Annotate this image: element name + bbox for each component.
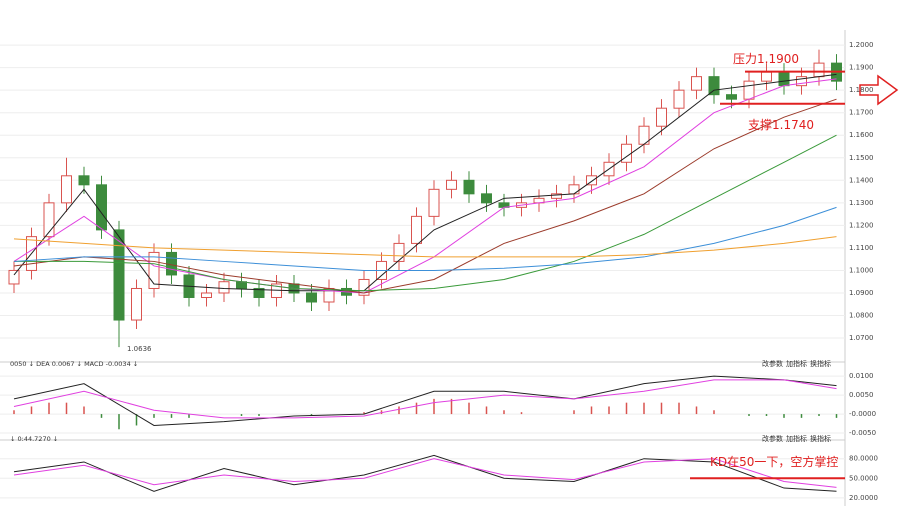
candle-body [796, 76, 807, 87]
candle-body [96, 184, 107, 231]
candle-body [8, 269, 20, 285]
direction-arrow [859, 74, 899, 106]
candle-body [586, 175, 597, 186]
y-tick-label: 1.1300 [849, 199, 874, 207]
candle-body [463, 179, 475, 195]
y-tick-label: 1.1400 [849, 176, 874, 184]
panel-header: 0050 ↓ DEA 0.0067 ↓ MACD -0.0034 ↓ [10, 360, 138, 368]
candle-body [358, 278, 370, 296]
toolbar-button[interactable]: 加指标 [786, 434, 807, 443]
candle-body [778, 71, 790, 87]
y-tick-label: 1.2000 [849, 41, 874, 49]
y-tick-label: 1.1900 [849, 64, 874, 72]
y-tick-label: 0.0050 [849, 391, 874, 399]
candle-body [691, 76, 702, 91]
candle-body [113, 229, 125, 321]
candle-body [568, 184, 580, 195]
candle-body [673, 89, 685, 109]
toolbar-button[interactable]: 改参数 [762, 434, 783, 443]
candle-body [78, 175, 90, 186]
y-tick-label: 1.1700 [849, 109, 874, 117]
candle-body [656, 107, 667, 127]
candle-body [446, 179, 457, 190]
y-tick-label: 1.0800 [849, 312, 874, 320]
indicator-line [13, 73, 837, 292]
candle-body [743, 80, 755, 100]
candle-body [306, 292, 317, 303]
level-label: 支撑1.1740 [748, 117, 814, 132]
level-label: KD在50一下，空方掌控 [710, 454, 838, 469]
y-tick-label: 1.1000 [849, 266, 874, 274]
y-tick-label: 80.0000 [849, 455, 878, 463]
candle-body [726, 94, 737, 100]
y-tick-label: -0.0050 [849, 429, 876, 437]
indicator-line [13, 98, 837, 294]
candle-body [148, 251, 160, 289]
candle-body [481, 193, 492, 204]
y-tick-label: 50.0000 [849, 474, 878, 482]
y-tick-label: -0.0000 [849, 410, 876, 418]
y-tick-label: 20.0000 [849, 494, 878, 502]
indicator-line [13, 458, 837, 488]
candle-body [761, 71, 772, 82]
candle-body [393, 242, 405, 262]
low-label: 1.0636 [127, 345, 152, 353]
candle-body [708, 76, 720, 96]
candle-body [253, 287, 265, 298]
y-tick-label: 1.1500 [849, 154, 874, 162]
indicator-line [13, 454, 837, 492]
y-tick-label: 1.0700 [849, 334, 874, 342]
toolbar-button[interactable]: 改参数 [762, 359, 783, 368]
y-tick-label: 1.1100 [849, 244, 874, 252]
level-label: 压力1.1900 [733, 52, 799, 66]
indicator-line [14, 134, 837, 292]
indicator-line [13, 236, 837, 258]
candle-body [43, 202, 55, 238]
y-tick-label: 1.0900 [849, 289, 874, 297]
indicator-line [13, 375, 837, 426]
toolbar-button[interactable]: 换指标 [810, 359, 831, 368]
candle-body [131, 287, 142, 321]
toolbar-button[interactable]: 加指标 [786, 359, 807, 368]
candle-body [218, 281, 230, 294]
y-tick-label: 1.1200 [849, 221, 874, 229]
y-tick-label: 1.1800 [849, 86, 874, 94]
indicator-line [13, 379, 837, 419]
y-tick-label: 0.0100 [849, 372, 874, 380]
candle-body [428, 188, 440, 217]
y-tick-label: 1.1600 [849, 131, 874, 139]
candle-body [411, 215, 422, 244]
candle-body [236, 281, 247, 289]
candle-body [813, 62, 825, 78]
candle-body [201, 292, 212, 298]
toolbar-button[interactable]: 换指标 [810, 434, 831, 443]
indicator-line [13, 206, 837, 271]
candle-body [551, 193, 562, 199]
panel-header: ↓ 0:44.7270 ↓ [10, 435, 58, 443]
candle-body [61, 175, 72, 204]
